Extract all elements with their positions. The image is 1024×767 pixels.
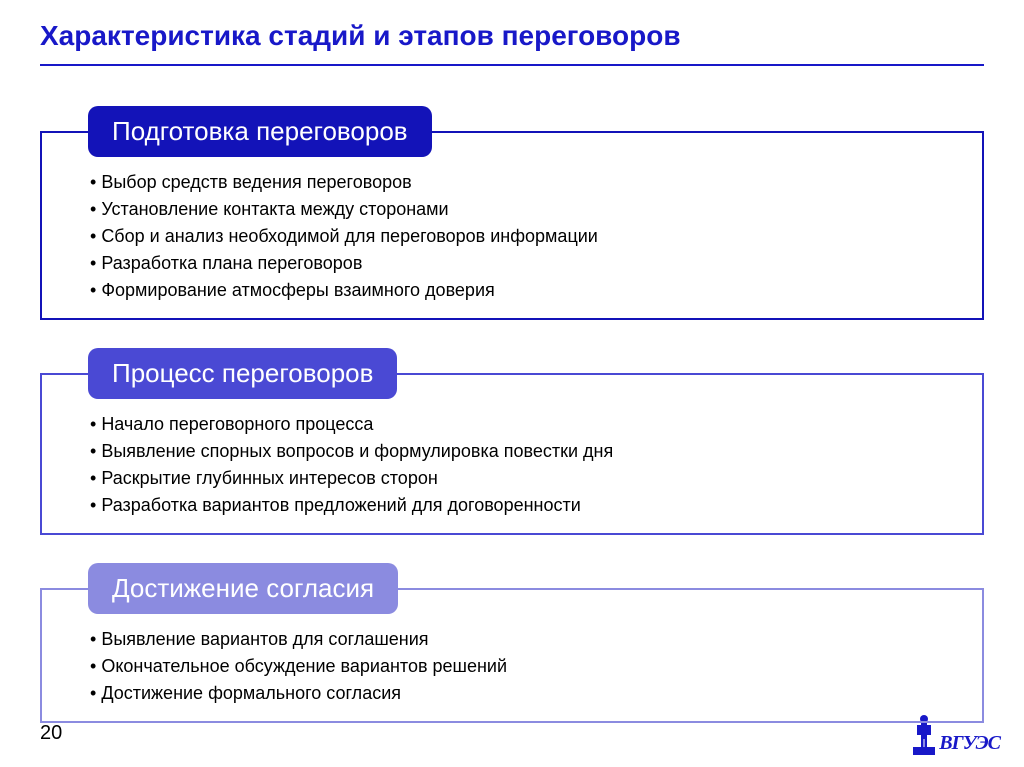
stage-item: Раскрытие глубинных интересов сторон: [90, 465, 954, 492]
page-number: 20: [40, 722, 62, 745]
stages-container: Подготовка переговоров Выбор средств веде…: [40, 106, 984, 723]
stage-item-list: Начало переговорного процессаВыявление с…: [90, 411, 954, 519]
stage-item-list: Выявление вариантов для соглашенияОконча…: [90, 626, 954, 707]
stage-item: Установление контакта между сторонами: [90, 196, 954, 223]
stage-item: Начало переговорного процесса: [90, 411, 954, 438]
logo-text: ВГУЭС: [939, 732, 1000, 755]
title-underline: [40, 64, 984, 66]
stage-item: Достижение формального согласия: [90, 680, 954, 707]
stage-item: Формирование атмосферы взаимного доверия: [90, 277, 954, 304]
slide-title: Характеристика стадий и этапов переговор…: [40, 20, 984, 52]
stage-item: Разработка плана переговоров: [90, 250, 954, 277]
stage-block: Подготовка переговоров Выбор средств веде…: [40, 106, 984, 320]
stage-item: Окончательное обсуждение вариантов решен…: [90, 653, 954, 680]
stage-block: Достижение согласия Выявление вариантов д…: [40, 563, 984, 723]
stage-header: Подготовка переговоров: [88, 106, 432, 157]
stage-item-list: Выбор средств ведения переговоровУстанов…: [90, 169, 954, 304]
stage-item: Разработка вариантов предложений для дог…: [90, 492, 954, 519]
stage-box: Выбор средств ведения переговоровУстанов…: [40, 131, 984, 320]
stage-header: Достижение согласия: [88, 563, 398, 614]
stage-item: Выявление вариантов для соглашения: [90, 626, 954, 653]
stage-item: Выявление спорных вопросов и формулировк…: [90, 438, 954, 465]
stage-header: Процесс переговоров: [88, 348, 397, 399]
stage-item: Выбор средств ведения переговоров: [90, 169, 954, 196]
stage-item: Сбор и анализ необходимой для переговоро…: [90, 223, 954, 250]
stage-block: Процесс переговоров Начало переговорного …: [40, 348, 984, 535]
